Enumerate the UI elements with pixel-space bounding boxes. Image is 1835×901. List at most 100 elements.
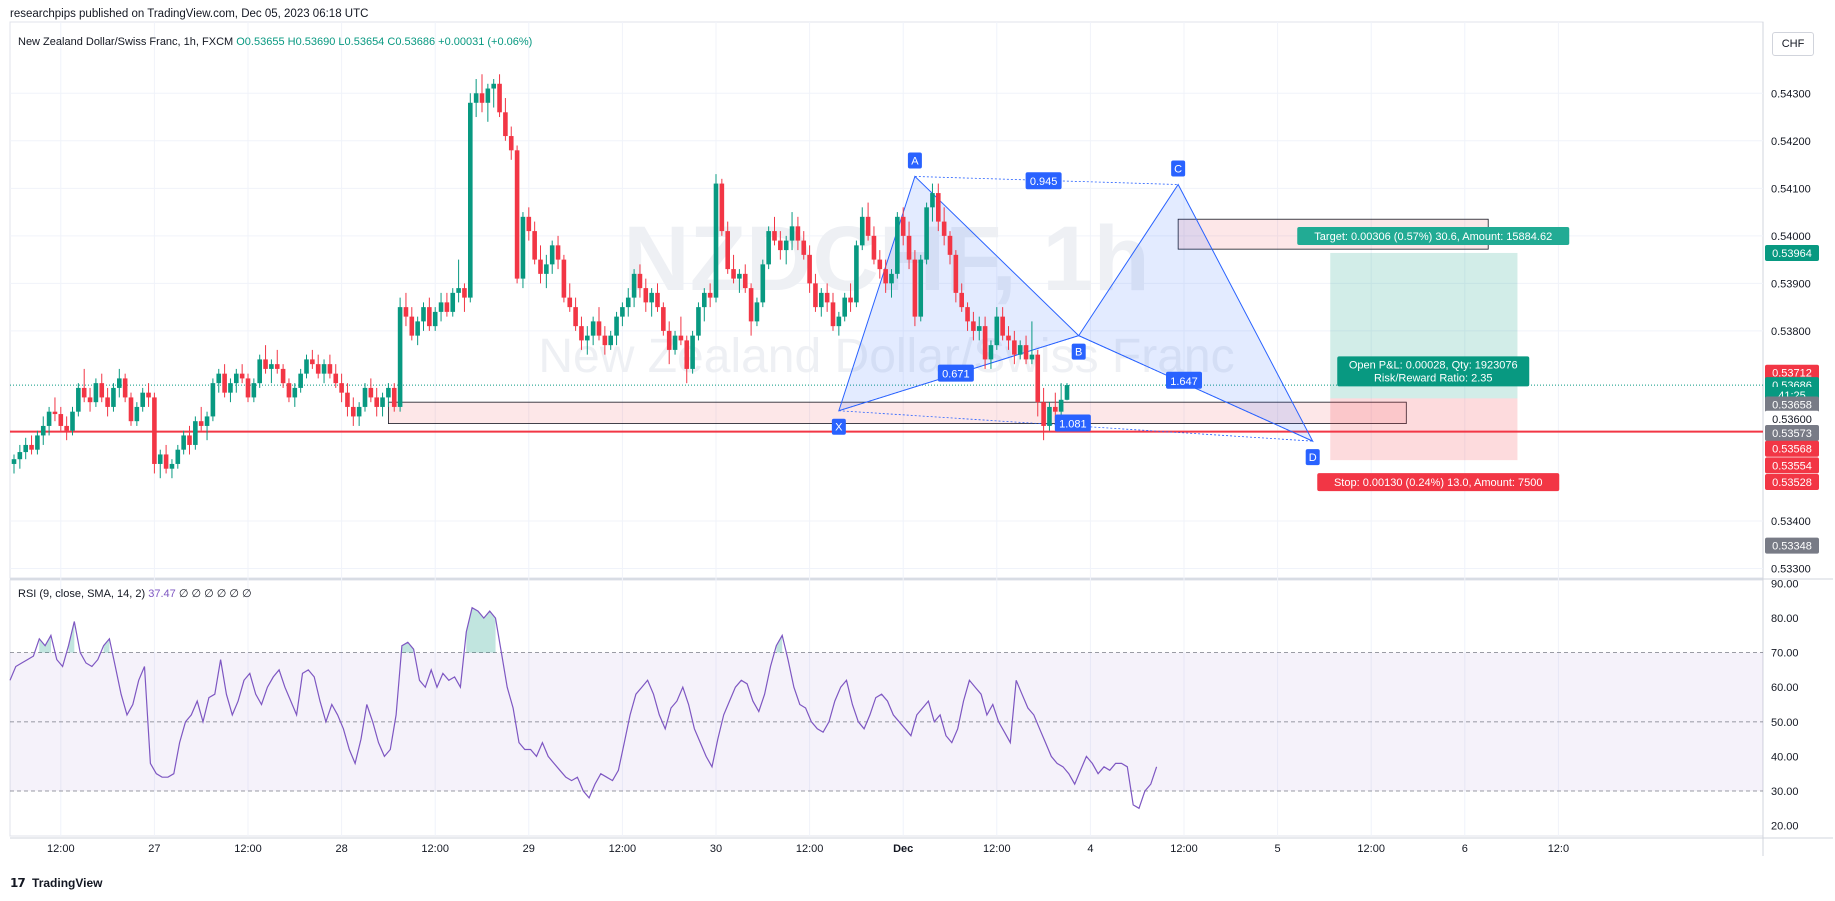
candle[interactable] — [473, 79, 479, 118]
candle[interactable] — [304, 354, 309, 379]
candle[interactable] — [1035, 349, 1041, 417]
candle[interactable] — [450, 288, 456, 317]
candle[interactable] — [427, 297, 432, 331]
candle[interactable] — [971, 311, 976, 341]
pattern-point-badge[interactable] — [907, 152, 922, 169]
candle[interactable] — [23, 437, 28, 460]
candle[interactable] — [1064, 383, 1070, 401]
candle[interactable] — [17, 444, 23, 469]
candle[interactable] — [163, 444, 169, 474]
candle[interactable] — [696, 302, 701, 341]
candle[interactable] — [994, 307, 1000, 350]
candle[interactable] — [1006, 326, 1011, 350]
pattern-point-badge[interactable] — [1071, 343, 1086, 360]
candle[interactable] — [941, 207, 947, 246]
candle[interactable] — [134, 402, 140, 426]
candle[interactable] — [140, 387, 145, 412]
candle[interactable] — [889, 269, 894, 298]
candle[interactable] — [117, 368, 122, 398]
candle[interactable] — [807, 245, 812, 293]
candle[interactable] — [362, 383, 368, 412]
candle[interactable] — [661, 302, 666, 336]
candle[interactable] — [930, 183, 935, 222]
candle[interactable] — [321, 359, 327, 384]
candle[interactable] — [801, 231, 807, 260]
candle[interactable] — [40, 416, 46, 445]
candle[interactable] — [146, 383, 151, 407]
candle[interactable] — [754, 297, 760, 327]
candle[interactable] — [596, 307, 602, 341]
candle[interactable] — [415, 316, 420, 346]
candle[interactable] — [351, 397, 356, 426]
candle[interactable] — [549, 240, 555, 274]
candle[interactable] — [982, 316, 988, 369]
candle[interactable] — [239, 364, 245, 384]
pattern-point-badge[interactable] — [1171, 160, 1186, 177]
candle[interactable] — [936, 183, 941, 232]
candle[interactable] — [157, 449, 163, 479]
candle[interactable] — [532, 221, 537, 265]
candle[interactable] — [684, 335, 690, 384]
pattern-point-badge[interactable] — [831, 418, 846, 435]
candle[interactable] — [345, 383, 350, 417]
candle[interactable] — [128, 392, 134, 426]
candle[interactable] — [836, 311, 842, 336]
candle[interactable] — [204, 411, 210, 441]
candle[interactable] — [485, 83, 491, 122]
candle[interactable] — [690, 330, 695, 374]
pattern-point-badge[interactable] — [1305, 449, 1320, 466]
candle[interactable] — [643, 278, 649, 312]
candle[interactable] — [1000, 307, 1005, 341]
candle[interactable] — [93, 378, 99, 407]
candle[interactable] — [99, 373, 105, 403]
candle[interactable] — [877, 250, 883, 279]
candle[interactable] — [175, 444, 181, 469]
candle[interactable] — [374, 387, 379, 417]
candle[interactable] — [1012, 330, 1017, 365]
candle[interactable] — [368, 378, 374, 403]
candle[interactable] — [590, 316, 596, 346]
candle[interactable] — [456, 259, 461, 303]
candle[interactable] — [187, 425, 192, 455]
candle[interactable] — [655, 283, 660, 312]
tradingview-footer[interactable]: 𝟭𝟳 TradingView — [10, 876, 103, 890]
candle[interactable] — [666, 321, 672, 365]
candle[interactable] — [737, 269, 742, 293]
candle[interactable] — [11, 454, 17, 474]
candle[interactable] — [403, 292, 409, 327]
candle[interactable] — [637, 264, 643, 298]
candle[interactable] — [468, 93, 473, 303]
candle[interactable] — [614, 311, 619, 346]
candle[interactable] — [924, 202, 929, 265]
candle[interactable] — [1023, 335, 1029, 365]
candle[interactable] — [573, 297, 578, 331]
candle[interactable] — [514, 145, 520, 284]
candle[interactable] — [52, 397, 58, 422]
candle[interactable] — [783, 235, 789, 265]
candle[interactable] — [871, 226, 877, 265]
candle[interactable] — [725, 221, 730, 274]
candle[interactable] — [608, 330, 613, 350]
candle[interactable] — [520, 212, 526, 289]
candle[interactable] — [707, 283, 713, 308]
candle[interactable] — [678, 316, 684, 346]
candle[interactable] — [497, 74, 502, 118]
candle[interactable] — [795, 216, 801, 251]
candle[interactable] — [555, 235, 561, 270]
candle[interactable] — [824, 283, 830, 312]
candle[interactable] — [859, 207, 865, 251]
candle[interactable] — [526, 207, 532, 241]
candle[interactable] — [959, 283, 964, 312]
candle[interactable] — [122, 373, 128, 403]
candle[interactable] — [830, 292, 836, 331]
candle[interactable] — [263, 345, 268, 374]
candle[interactable] — [462, 283, 467, 312]
candle[interactable] — [193, 416, 198, 450]
candle[interactable] — [883, 259, 888, 293]
candle[interactable] — [906, 221, 912, 270]
candle[interactable] — [380, 392, 385, 417]
candle[interactable] — [649, 288, 654, 317]
candle[interactable] — [854, 240, 859, 308]
candle[interactable] — [397, 297, 403, 412]
